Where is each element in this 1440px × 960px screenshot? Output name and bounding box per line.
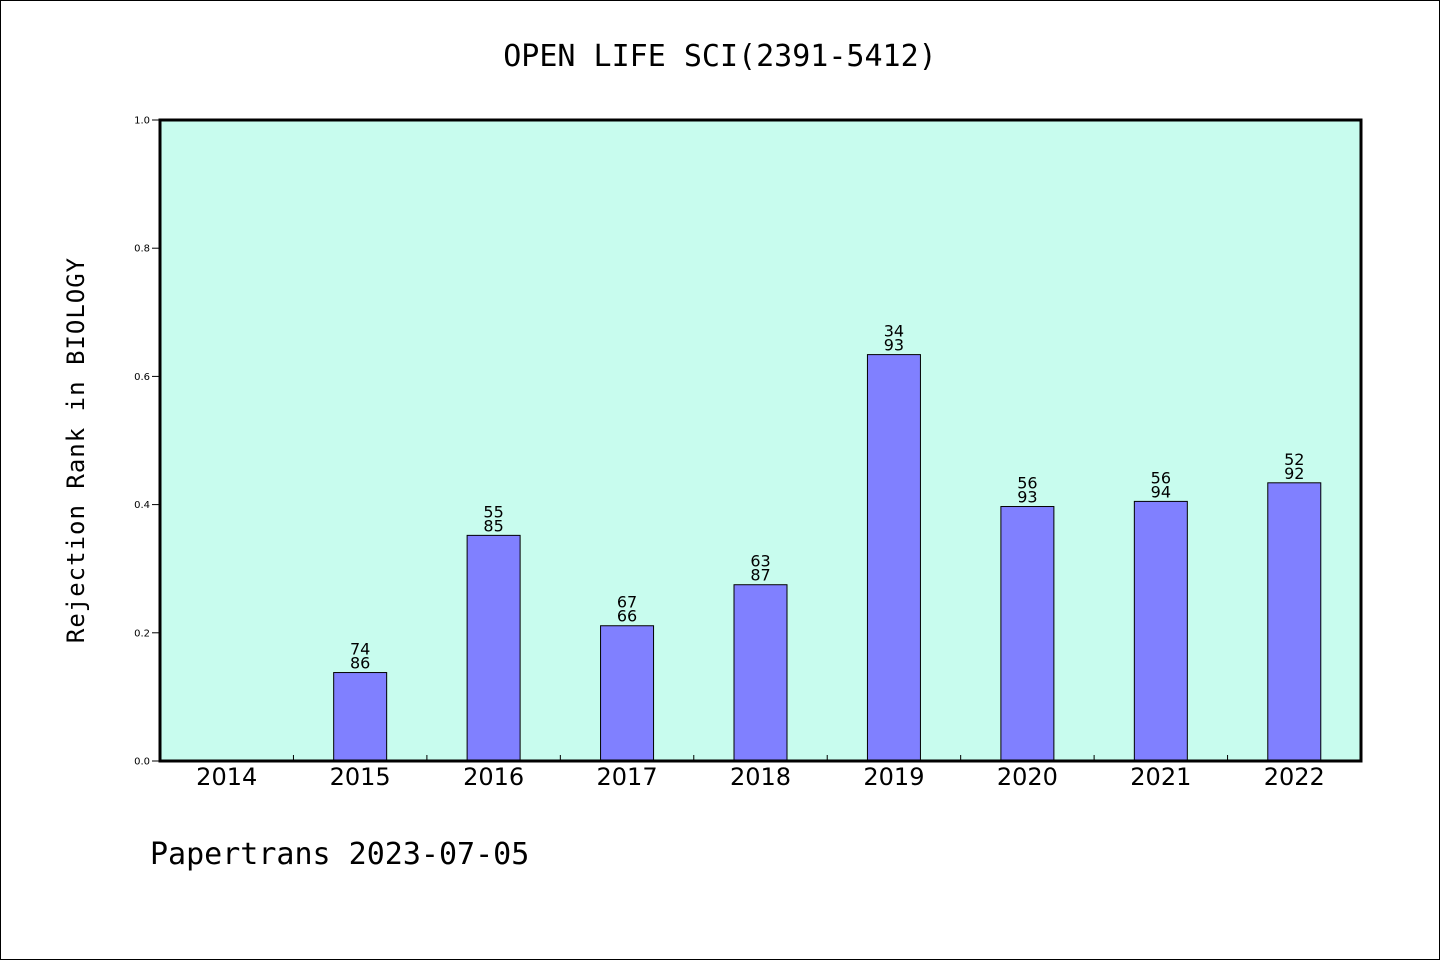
bar-label-top: 52 [1284, 450, 1304, 469]
plot-border [158, 118, 1363, 763]
y-tick-label: 0.6 [134, 372, 150, 383]
bar-2021 [1133, 500, 1188, 762]
footer-credit: Papertrans 2023-07-05 [150, 837, 529, 872]
bar-label-bottom: 93 [1017, 488, 1037, 507]
bar-label-top: 74 [350, 640, 370, 659]
bar-label-top: 67 [617, 593, 637, 612]
bar-2017 [600, 625, 655, 762]
bar-label-top: 55 [483, 502, 503, 521]
y-axis: 0.0 0.2 0.4 0.6 0.8 1.0 [134, 116, 160, 768]
x-tick-label: 2016 [463, 763, 524, 791]
bar-2018 [733, 584, 788, 762]
x-tick-label: 2020 [997, 763, 1058, 791]
bar-label-bottom: 94 [1151, 482, 1171, 501]
bar-2015 [333, 672, 388, 762]
bar-label-bottom: 85 [483, 516, 503, 535]
bar-2022 [1267, 482, 1322, 762]
y-tick-label: 0.2 [134, 628, 150, 639]
bar-2016 [466, 534, 521, 762]
bar-2020 [1000, 506, 1055, 762]
bar-label-top: 63 [750, 552, 770, 571]
bar-label-bottom: 92 [1284, 464, 1304, 483]
bar-label-bottom: 93 [884, 336, 904, 355]
y-tick-label: 1.0 [134, 116, 150, 127]
bar-2019 [866, 354, 921, 762]
x-tick-label: 2021 [1130, 763, 1191, 791]
bar-label-bottom: 87 [750, 566, 770, 585]
bar-series [333, 354, 1322, 762]
x-axis: 2014 2015 2016 2017 2018 2019 2020 2021 2022 [196, 755, 1325, 791]
y-tick-label: 0.0 [134, 757, 150, 768]
x-tick-label: 2014 [196, 763, 257, 791]
bar-label-bottom: 86 [350, 654, 370, 673]
x-tick-label: 2018 [730, 763, 791, 791]
bar-label-top: 34 [884, 322, 904, 341]
bar-label-top: 56 [1017, 474, 1037, 493]
y-axis-label: Rejection Rank in BIOLOGY [62, 257, 90, 643]
chart-title: OPEN LIFE SCI(2391-5412) [503, 39, 936, 74]
bar-label-top: 56 [1151, 468, 1171, 487]
x-tick-label: 2015 [330, 763, 391, 791]
x-tick-label: 2022 [1264, 763, 1325, 791]
x-tick-label: 2019 [863, 763, 924, 791]
y-tick-label: 0.8 [134, 244, 150, 255]
x-tick-label: 2017 [597, 763, 658, 791]
y-tick-label: 0.4 [134, 500, 150, 511]
bar-label-bottom: 66 [617, 607, 637, 626]
